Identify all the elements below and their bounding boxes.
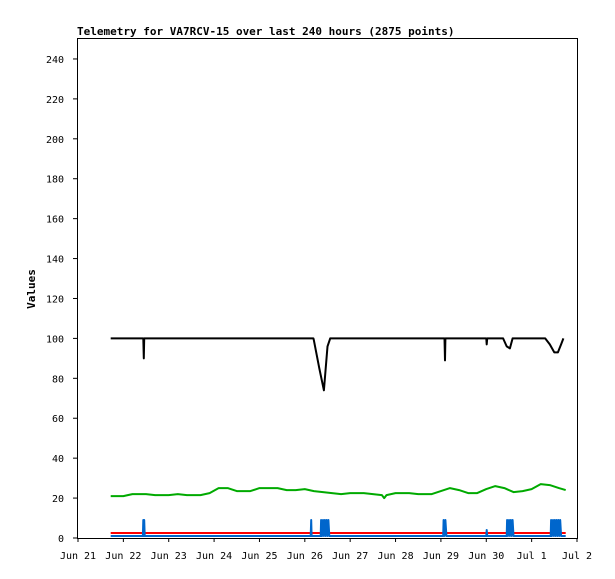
- y-tick-label: 200: [46, 135, 64, 146]
- x-axis: Jun 21 Jun 22 Jun 23 Jun 24 Jun 25 Jun 26 Jun …: [60, 538, 592, 562]
- series-group: [110, 337, 566, 537]
- y-tick-label: 220: [46, 95, 64, 106]
- x-tick-label: Jun 30: [468, 551, 504, 562]
- y-axis-label: Values: [25, 269, 38, 309]
- y-tick-label: 240: [46, 55, 64, 66]
- x-tick-label: Jun 22: [105, 551, 141, 562]
- x-tick-label: Jun 29: [423, 551, 459, 562]
- series-line-1: [110, 483, 566, 500]
- y-tick-label: 160: [46, 215, 64, 226]
- y-axis: 0 20 40 60 80 100 120 140 160 180 200 220 240: [46, 55, 77, 545]
- y-tick-label: 0: [58, 534, 64, 545]
- x-tick-label: Jun 26: [287, 551, 323, 562]
- x-tick-label: Jun 28: [377, 551, 413, 562]
- x-tick-label: Jun 25: [241, 551, 277, 562]
- y-tick-label: 20: [52, 494, 64, 505]
- chart-title: Telemetry for VA7RCV-15 over last 240 ho…: [77, 25, 455, 38]
- y-tick-label: 80: [52, 374, 64, 385]
- plot-frame: [77, 38, 578, 539]
- x-tick-label: Jun 23: [151, 551, 187, 562]
- x-tick-label: Jun 21: [60, 551, 96, 562]
- y-tick-label: 100: [46, 334, 64, 345]
- x-tick-label: Jul 1: [517, 551, 547, 562]
- y-tick-label: 180: [46, 175, 64, 186]
- x-tick-label: Jun 24: [196, 551, 232, 562]
- series-line-3: [110, 519, 566, 537]
- y-tick-label: 40: [52, 454, 64, 465]
- y-tick-label: 140: [46, 255, 64, 266]
- y-tick-label: 120: [46, 294, 64, 305]
- series-line-0: [110, 337, 565, 392]
- y-tick-label: 60: [52, 414, 64, 425]
- x-tick-label: Jul 2: [562, 551, 592, 562]
- x-tick-label: Jun 27: [332, 551, 368, 562]
